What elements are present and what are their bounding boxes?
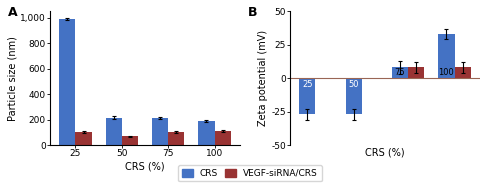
X-axis label: CRS (%): CRS (%) <box>125 161 165 171</box>
Y-axis label: Zeta potential (mV): Zeta potential (mV) <box>258 30 268 126</box>
Bar <box>122 136 138 145</box>
Bar <box>76 132 92 145</box>
Bar <box>152 118 168 145</box>
X-axis label: CRS (%): CRS (%) <box>365 148 405 158</box>
Bar <box>392 67 408 78</box>
Text: 25: 25 <box>302 80 312 89</box>
Text: 75: 75 <box>394 68 406 77</box>
Legend: CRS, VEGF-siRNA/CRS: CRS, VEGF-siRNA/CRS <box>178 165 322 182</box>
Bar <box>346 78 362 114</box>
Bar <box>300 78 316 114</box>
Bar <box>168 132 184 145</box>
Text: B: B <box>248 6 258 19</box>
Bar <box>454 67 470 78</box>
Bar <box>60 19 76 145</box>
Y-axis label: Particle size (nm): Particle size (nm) <box>8 36 18 121</box>
Text: A: A <box>8 6 18 19</box>
Bar <box>106 118 122 145</box>
Text: 50: 50 <box>348 80 359 89</box>
Bar <box>408 67 424 78</box>
Bar <box>198 121 214 145</box>
Bar <box>214 131 230 145</box>
Bar <box>438 34 454 78</box>
Text: 100: 100 <box>438 68 454 77</box>
